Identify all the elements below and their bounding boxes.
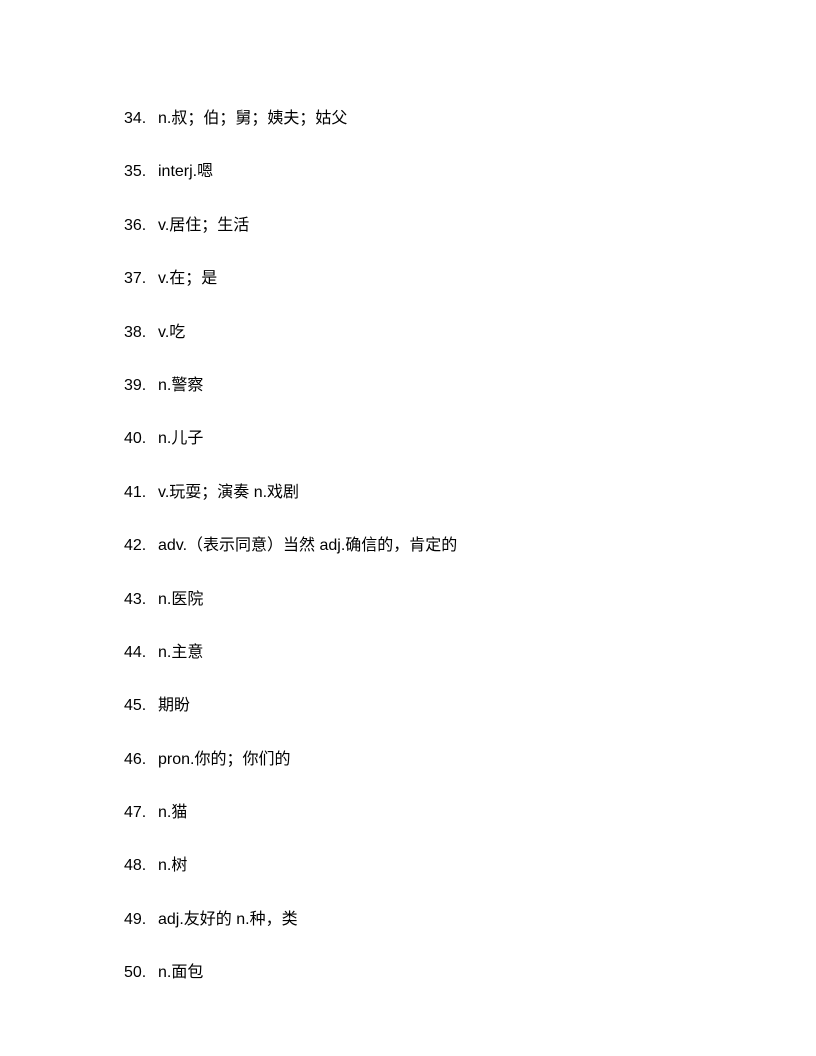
item-number: 49. [124,909,158,931]
list-item: 43. n.医院 [124,589,716,611]
list-item: 42. adv.（表示同意）当然 adj.确信的，肯定的 [124,535,716,557]
item-number: 35. [124,161,158,183]
item-text: interj.嗯 [158,161,716,183]
list-item: 39. n.警察 [124,375,716,397]
item-text: n.叔；伯；舅；姨夫；姑父 [158,108,716,130]
list-item: 36. v.居住；生活 [124,215,716,237]
item-number: 50. [124,962,158,984]
item-number: 48. [124,855,158,877]
item-text: v.在；是 [158,268,716,290]
item-text: v.吃 [158,322,716,344]
list-item: 47. n.猫 [124,802,716,824]
item-text: adv.（表示同意）当然 adj.确信的，肯定的 [158,535,716,557]
item-text: pron.你的；你们的 [158,749,716,771]
item-text: adj.友好的 n.种，类 [158,909,716,931]
list-item: 34. n.叔；伯；舅；姨夫；姑父 [124,108,716,130]
item-text: n.树 [158,855,716,877]
item-number: 41. [124,482,158,504]
item-text: 期盼 [158,695,716,717]
item-number: 40. [124,428,158,450]
item-text: n.猫 [158,802,716,824]
list-item: 49. adj.友好的 n.种，类 [124,909,716,931]
item-text: n.面包 [158,962,716,984]
item-text: n.医院 [158,589,716,611]
item-number: 44. [124,642,158,664]
list-item: 45. 期盼 [124,695,716,717]
item-number: 34. [124,108,158,130]
list-item: 48. n.树 [124,855,716,877]
item-number: 37. [124,268,158,290]
item-number: 42. [124,535,158,557]
vocabulary-list: 34. n.叔；伯；舅；姨夫；姑父 35. interj.嗯 36. v.居住；… [124,108,716,1016]
item-text: v.玩耍；演奏 n.戏剧 [158,482,716,504]
item-text: n.警察 [158,375,716,397]
item-number: 36. [124,215,158,237]
list-item: 50. n.面包 [124,962,716,984]
list-item: 38. v.吃 [124,322,716,344]
list-item: 44. n.主意 [124,642,716,664]
item-text: v.居住；生活 [158,215,716,237]
item-text: n.儿子 [158,428,716,450]
item-text: n.主意 [158,642,716,664]
item-number: 38. [124,322,158,344]
list-item: 40. n.儿子 [124,428,716,450]
list-item: 37. v.在；是 [124,268,716,290]
list-item: 46. pron.你的；你们的 [124,749,716,771]
item-number: 47. [124,802,158,824]
item-number: 46. [124,749,158,771]
item-number: 39. [124,375,158,397]
list-item: 35. interj.嗯 [124,161,716,183]
item-number: 43. [124,589,158,611]
item-number: 45. [124,695,158,717]
list-item: 41. v.玩耍；演奏 n.戏剧 [124,482,716,504]
